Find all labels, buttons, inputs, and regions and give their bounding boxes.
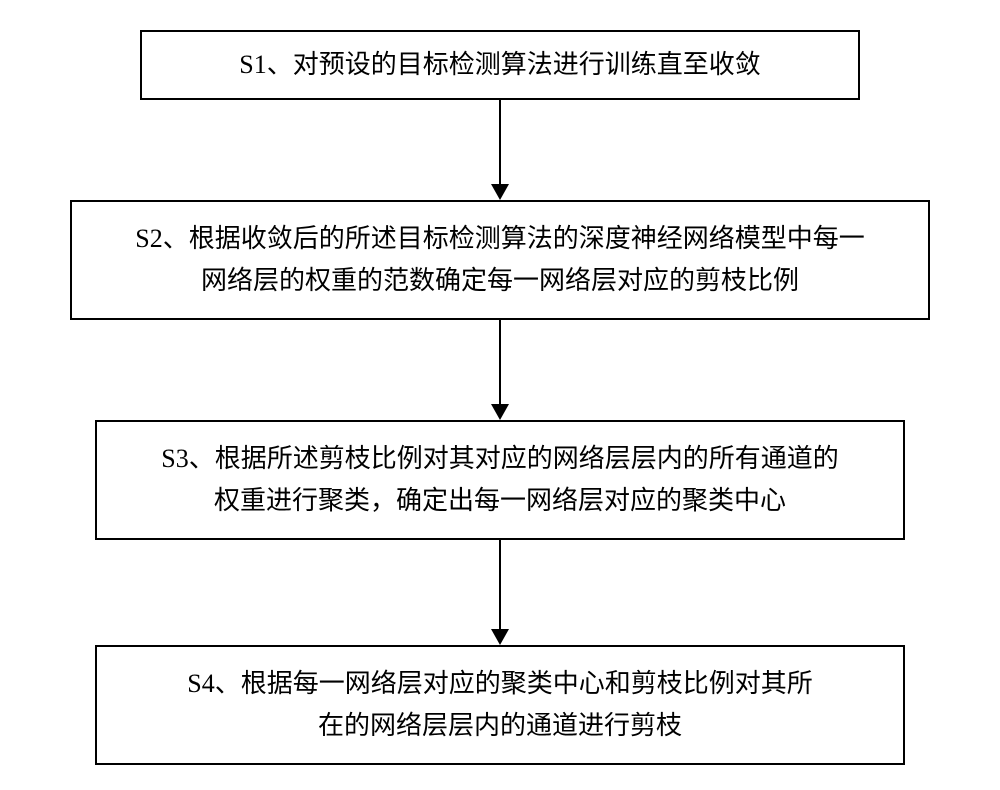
flowchart-node-s1-label: S1、对预设的目标检测算法进行训练直至收敛 <box>239 44 760 86</box>
flowchart-node-s2-label: S2、根据收敛后的所述目标检测算法的深度神经网络模型中每一 网络层的权重的范数确… <box>135 218 864 301</box>
flowchart-node-s1: S1、对预设的目标检测算法进行训练直至收敛 <box>140 30 860 100</box>
flowchart-arrow-s2-s3 <box>482 320 518 420</box>
flowchart-node-s3: S3、根据所述剪枝比例对其对应的网络层层内的所有通道的 权重进行聚类，确定出每一… <box>95 420 905 540</box>
flowchart-node-s2: S2、根据收敛后的所述目标检测算法的深度神经网络模型中每一 网络层的权重的范数确… <box>70 200 930 320</box>
flowchart-arrow-s3-s4 <box>482 540 518 645</box>
flowchart-node-s4: S4、根据每一网络层对应的聚类中心和剪枝比例对其所 在的网络层层内的通道进行剪枝 <box>95 645 905 765</box>
flowchart-node-s4-label: S4、根据每一网络层对应的聚类中心和剪枝比例对其所 在的网络层层内的通道进行剪枝 <box>187 663 812 746</box>
flowchart-node-s3-label: S3、根据所述剪枝比例对其对应的网络层层内的所有通道的 权重进行聚类，确定出每一… <box>161 438 838 521</box>
flowchart-arrow-s1-s2 <box>482 100 518 200</box>
flowchart-canvas: S1、对预设的目标检测算法进行训练直至收敛 S2、根据收敛后的所述目标检测算法的… <box>0 0 1000 790</box>
